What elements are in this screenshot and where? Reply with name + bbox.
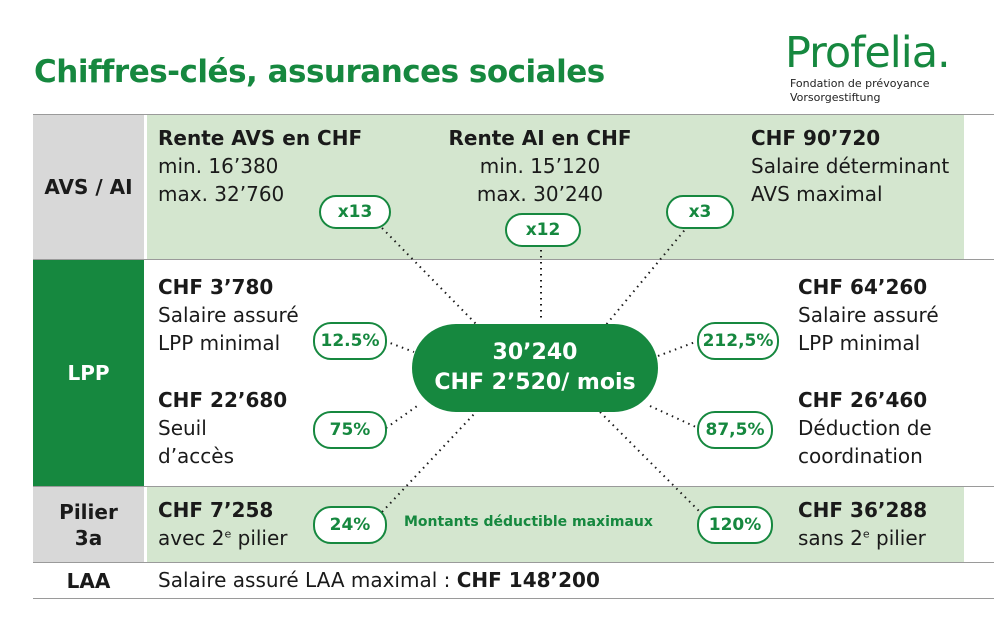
salaire-avs-title: CHF 90’720 — [751, 126, 881, 150]
lpp-salaire-max: CHF 64’260 Salaire assuré LPP minimal — [798, 273, 939, 357]
connector-75 — [385, 403, 421, 429]
rente-ai: Rente AI en CHF min. 15’120 max. 30’240 — [420, 124, 660, 208]
category-pilier-3a: Pilier 3a — [33, 487, 144, 562]
lpp-right-bottom-title: CHF 26’460 — [798, 388, 928, 412]
rente-ai-title: Rente AI en CHF — [448, 126, 632, 150]
connector-12-5 — [384, 340, 415, 353]
lpp-left-top-line2: LPP minimal — [158, 331, 281, 355]
lpp-left-top-title: CHF 3’780 — [158, 275, 274, 299]
factor-pill-212-5: 212,5% — [697, 322, 779, 360]
laa-value: CHF 148’200 — [456, 568, 600, 592]
lpp-left-bottom-line1: Seuil — [158, 416, 207, 440]
divider-bottom — [33, 598, 994, 599]
lpp-left-bottom-title: CHF 22’680 — [158, 388, 288, 412]
lpp-right-top-line2: LPP minimal — [798, 331, 921, 355]
pilier-right-title: CHF 36’288 — [798, 498, 928, 522]
rente-ai-min: min. 15’120 — [479, 154, 601, 178]
salaire-avs-line1: Salaire déterminant — [751, 154, 950, 178]
salaire-avs-max: CHF 90’720 Salaire déterminant AVS maxim… — [751, 124, 949, 208]
connector-x13 — [381, 227, 479, 327]
factor-pill-24: 24% — [313, 506, 387, 544]
pilier-sans-2e: CHF 36’288 sans 2e pilier — [798, 496, 927, 552]
lpp-salaire-min: CHF 3’780 Salaire assuré LPP minimal — [158, 273, 299, 357]
factor-pill-120: 120% — [697, 506, 773, 544]
divider-pilier-laa — [33, 562, 994, 563]
category-avs-ai: AVS / AI — [33, 115, 144, 259]
factor-pill-x13: x13 — [319, 195, 391, 229]
center-value-annual: 30’240 — [492, 340, 578, 365]
rente-ai-max: max. 30’240 — [476, 182, 604, 206]
connector-x3 — [604, 225, 689, 327]
rente-avs-min: min. 16’380 — [158, 154, 279, 178]
logo-subtitle-de: Vorsorgestiftung — [790, 91, 881, 104]
salaire-avs-line2: AVS maximal — [751, 182, 883, 206]
lpp-left-bottom-line2: d’accès — [158, 444, 235, 468]
rente-avs-title: Rente AVS en CHF — [158, 126, 363, 150]
pilier-left-text: avec 2e pilier — [158, 526, 288, 550]
lpp-right-bottom-line2: coordination — [798, 444, 923, 468]
lpp-right-top-title: CHF 64’260 — [798, 275, 928, 299]
logo-subtitle: Fondation de prévoyance Vorsorgestiftung — [790, 77, 929, 105]
divider-top — [33, 114, 994, 115]
lpp-right-top-line1: Salaire assuré — [798, 303, 939, 327]
divider-avs-lpp — [33, 259, 994, 260]
factor-pill-12-5: 12.5% — [313, 322, 387, 360]
logo-subtitle-fr: Fondation de prévoyance — [790, 77, 930, 90]
pilier-row-background — [147, 487, 964, 562]
category-pilier-label-1: Pilier — [59, 499, 118, 524]
profelia-logo: Profelia. — [785, 28, 951, 78]
pilier-avec-2e: CHF 7’258 avec 2e pilier — [158, 496, 288, 552]
category-laa-label: LAA — [66, 568, 111, 593]
category-pilier-label-2: 3a — [74, 525, 103, 550]
montants-deductibles-label: Montants déductible maximaux — [404, 514, 653, 530]
category-laa: LAA — [33, 563, 144, 598]
center-value-monthly: CHF 2’520/ mois — [434, 370, 636, 395]
lpp-deduction-coordination: CHF 26’460 Déduction de coordination — [798, 386, 932, 470]
connector-87-5 — [649, 405, 699, 429]
connector-24 — [381, 411, 477, 513]
page-title: Chiffres-clés, assurances sociales — [34, 54, 605, 90]
lpp-seuil-acces: CHF 22’680 Seuil d’accès — [158, 386, 287, 470]
divider-lpp-pilier — [33, 486, 994, 487]
laa-text: Salaire assuré LAA maximal : CHF 148’200 — [158, 566, 600, 594]
center-value-pill: 30’240 CHF 2’520/ mois — [412, 324, 658, 412]
factor-pill-87-5: 87,5% — [697, 411, 773, 449]
factor-pill-75: 75% — [313, 411, 387, 449]
category-avs-ai-label: AVS / AI — [44, 175, 133, 199]
lpp-left-top-line1: Salaire assuré — [158, 303, 299, 327]
laa-description: Salaire assuré LAA maximal : — [158, 568, 457, 592]
lpp-right-bottom-line1: Déduction de — [798, 416, 932, 440]
pilier-right-text: sans 2e pilier — [798, 526, 926, 550]
connector-212-5 — [657, 340, 699, 357]
rente-avs-max: max. 32’760 — [158, 182, 285, 206]
connector-120 — [599, 411, 701, 513]
pilier-left-title: CHF 7’258 — [158, 498, 274, 522]
factor-pill-x12: x12 — [505, 213, 581, 247]
factor-pill-x3: x3 — [666, 195, 734, 229]
category-lpp: LPP — [33, 260, 144, 486]
category-lpp-label: LPP — [67, 361, 110, 385]
rente-avs: Rente AVS en CHF min. 16’380 max. 32’760 — [158, 124, 362, 208]
